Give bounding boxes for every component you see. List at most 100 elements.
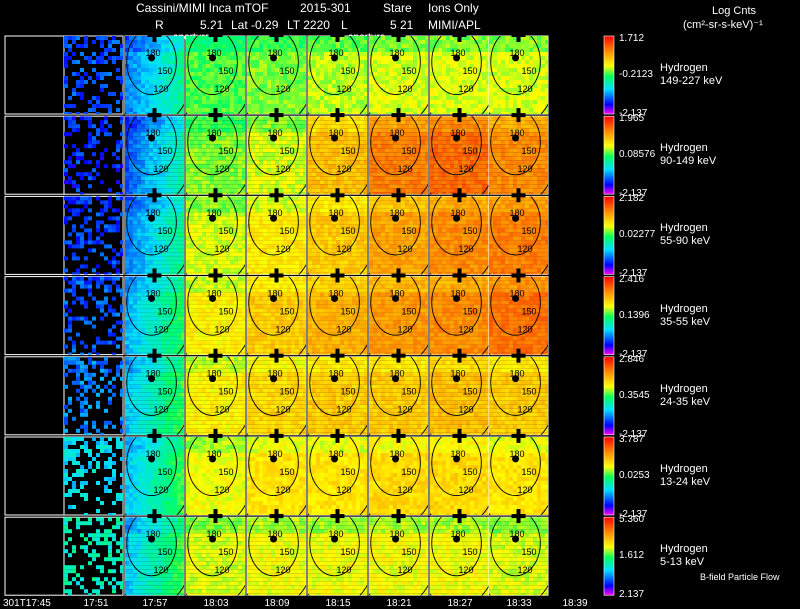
contour-label: 120 [398, 84, 413, 94]
bfield-marker [392, 375, 400, 383]
units-subtitle: (cm²-sr-s-keV)⁻¹ [683, 19, 763, 31]
contour-label: 120 [337, 565, 352, 575]
contour-label: 150 [402, 146, 417, 156]
contour-line [309, 196, 360, 256]
bfield-marker [270, 134, 278, 142]
contour-label: 120 [337, 324, 352, 334]
contour-group-r4-c7 [430, 356, 489, 435]
contour-label: 180 [146, 369, 161, 379]
contour-group-r5-c2 [125, 437, 184, 515]
row-divider-cross [396, 28, 401, 42]
contour-label: 150 [463, 66, 478, 76]
bfield-marker [512, 455, 520, 463]
contour-label: 180 [146, 449, 161, 459]
contour-label: 120 [518, 244, 533, 254]
contour-label: 150 [219, 226, 234, 236]
colorbar-row-2 [603, 196, 615, 275]
row-divider-cross [516, 268, 521, 283]
contour-label: 180 [451, 529, 466, 539]
contour-label: 180 [268, 208, 283, 218]
contour-line [370, 36, 421, 96]
contour-label: 120 [398, 405, 413, 415]
energy-channel-label: Hydrogen 13-24 keV [660, 463, 710, 489]
image-pixels-r0-c4 [247, 36, 306, 114]
units-title: Log Cnts [712, 5, 757, 17]
contour-label: 180 [207, 48, 222, 58]
row-divider-cross [457, 188, 462, 203]
row-divider-cross [213, 108, 218, 123]
contour-line [309, 356, 360, 416]
row-divider-cross [274, 28, 279, 42]
image-frame-r5-c0 [4, 436, 65, 516]
contour-line [431, 276, 482, 336]
row-divider-cross [396, 348, 401, 363]
contour-label: 120 [154, 324, 169, 334]
image-frame-r2-c0 [4, 195, 65, 275]
contour-line [248, 437, 299, 497]
contour-line [187, 356, 238, 416]
image-pixels-r4-c7 [430, 356, 489, 435]
species-name: Hydrogen [660, 543, 708, 556]
contour-group-r0-c2 [125, 36, 184, 114]
contour-group-r2-c3 [186, 196, 245, 275]
contour-line [248, 517, 299, 577]
contour-group-r3-c2 [125, 276, 184, 355]
contour-group-r6-c8 [489, 517, 548, 596]
contour-label: 180 [510, 128, 525, 138]
image-pixels-r3-c5 [308, 276, 367, 355]
contour-group-r2-c8 [489, 196, 548, 275]
energy-channel-label: Hydrogen 24-35 keV [660, 383, 710, 409]
contour-label: 150 [522, 66, 537, 76]
bfield-marker [392, 54, 400, 62]
time-tick-label: 17:51 [83, 598, 109, 609]
colorbar-mid-value: 0.3545 [619, 389, 650, 401]
colorbar-mid-value: 0.08576 [619, 149, 656, 161]
colorbar-max-value: 2.846 [619, 353, 645, 365]
org-label: MIMI/APL [428, 18, 481, 32]
row-divider-cross [396, 428, 401, 443]
contour-label: 120 [276, 84, 291, 94]
contour-line [126, 196, 177, 256]
contour-group-r3-c8 [489, 276, 548, 355]
contour-group-r1-c4 [247, 116, 306, 195]
image-pixels-r5-c1 [64, 437, 123, 515]
contour-label: 150 [522, 547, 537, 557]
image-pixels-r1-c6 [369, 116, 428, 195]
bfield-marker [209, 455, 217, 463]
contour-label: 120 [398, 485, 413, 495]
contour-label: 180 [146, 48, 161, 58]
contour-label: 120 [459, 164, 474, 174]
contour-label: 180 [390, 529, 405, 539]
contour-label: 120 [459, 565, 474, 575]
contour-label: 150 [522, 306, 537, 316]
bfield-marker [392, 535, 400, 543]
row-divider-cross [274, 348, 279, 363]
colorbar-max-value: 3.787 [619, 434, 645, 445]
row-divider-cross [213, 348, 218, 363]
contour-line [370, 517, 421, 577]
contour-line [370, 196, 421, 256]
contour-label: 180 [268, 449, 283, 459]
row-divider-cross [152, 28, 157, 42]
bfield-marker [148, 535, 156, 543]
contour-label: 180 [329, 288, 344, 298]
bfield-marker [512, 294, 520, 302]
image-pixels-r4-c4 [247, 356, 306, 435]
bfield-marker [148, 134, 156, 142]
lt-value: LT 2220 [287, 18, 330, 32]
contour-label: 120 [459, 485, 474, 495]
image-pixels-r3-c1 [64, 276, 123, 355]
contour-label: 120 [215, 485, 230, 495]
row-divider-cross [274, 268, 279, 283]
image-frame-r1-c0 [4, 115, 65, 195]
row-divider-cross [213, 28, 218, 42]
contour-line [431, 356, 482, 416]
bfield-marker [331, 535, 339, 543]
contour-line [126, 437, 177, 497]
contour-group-r1-c6 [369, 116, 428, 195]
colorbar-min-value: -2.137 [619, 428, 648, 440]
image-frame-r4-c0 [4, 356, 65, 436]
contour-group-r1-c3 [186, 116, 245, 195]
row-divider-cross [457, 28, 462, 42]
